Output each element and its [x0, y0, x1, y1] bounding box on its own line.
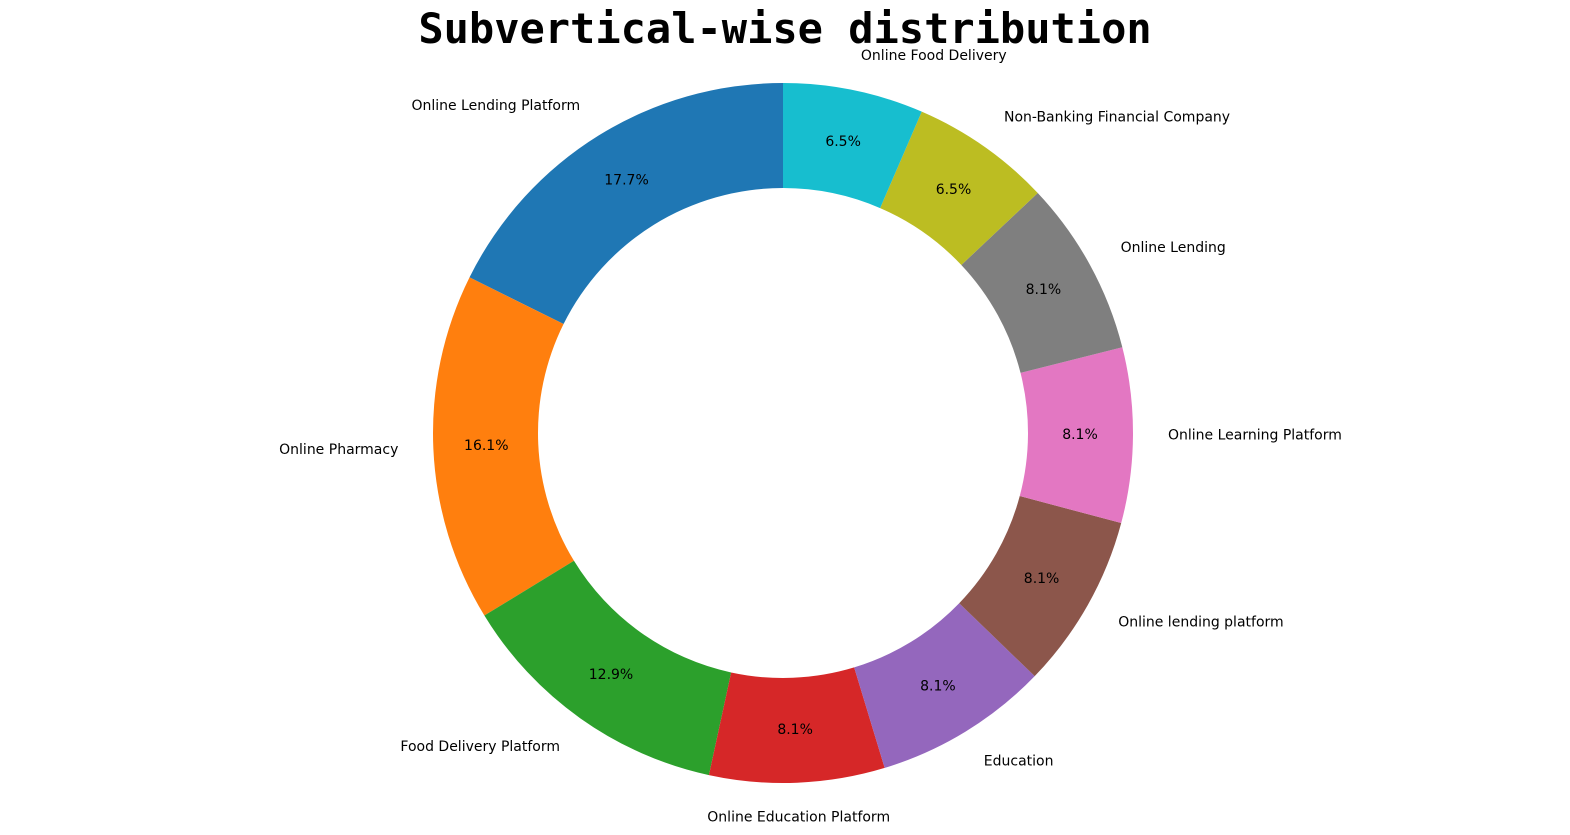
slice-label-7: Online Lending — [1121, 240, 1226, 256]
slice-online-lending-7 — [961, 192, 1123, 373]
slice-label-4: Education — [984, 753, 1054, 769]
slice-label-2: Food Delivery Platform — [400, 739, 560, 755]
slice-label-9: Online Food Delivery — [861, 48, 1007, 64]
slice-label-0: Online Lending Platform — [411, 98, 580, 114]
slice-food-delivery-platform-2 — [484, 560, 732, 776]
pct-label-5: 8.1% — [1024, 571, 1060, 587]
pct-label-8: 6.5% — [936, 182, 972, 198]
slice-label-8: Non-Banking Financial Company — [1004, 110, 1230, 126]
slice-label-3: Online Education Platform — [707, 810, 890, 826]
slice-label-1: Online Pharmacy — [279, 442, 398, 458]
slice-online-pharmacy-1 — [433, 277, 574, 616]
slice-online-lending-platform-0 — [469, 83, 783, 325]
slice-education-4 — [854, 603, 1035, 768]
chart-title: Subvertical-wise distribution — [418, 4, 1151, 53]
pct-label-4: 8.1% — [920, 678, 956, 694]
pct-label-9: 6.5% — [825, 134, 861, 150]
slice-online-education-platform-3 — [708, 667, 885, 783]
slice-non-banking-financial-company-8 — [880, 111, 1038, 265]
labels-group: Online Lending Platform 17.7% Online Pharm… — [279, 48, 1342, 826]
slice-label-5: Online lending platform — [1118, 614, 1283, 630]
pct-label-3: 8.1% — [777, 722, 813, 738]
slice-online-learning-platform-6 — [1019, 347, 1133, 524]
pct-label-1: 16.1% — [464, 438, 508, 454]
pct-label-2: 12.9% — [589, 667, 633, 683]
slice-online-food-delivery-9 — [783, 83, 922, 209]
slice-online-lending-platform-5 — [959, 496, 1122, 677]
pct-label-0: 17.7% — [604, 173, 648, 189]
pct-label-6: 8.1% — [1062, 427, 1098, 443]
slices-group — [433, 83, 1133, 783]
slice-label-6: Online Learning Platform — [1168, 427, 1342, 443]
pct-label-7: 8.1% — [1026, 282, 1062, 298]
